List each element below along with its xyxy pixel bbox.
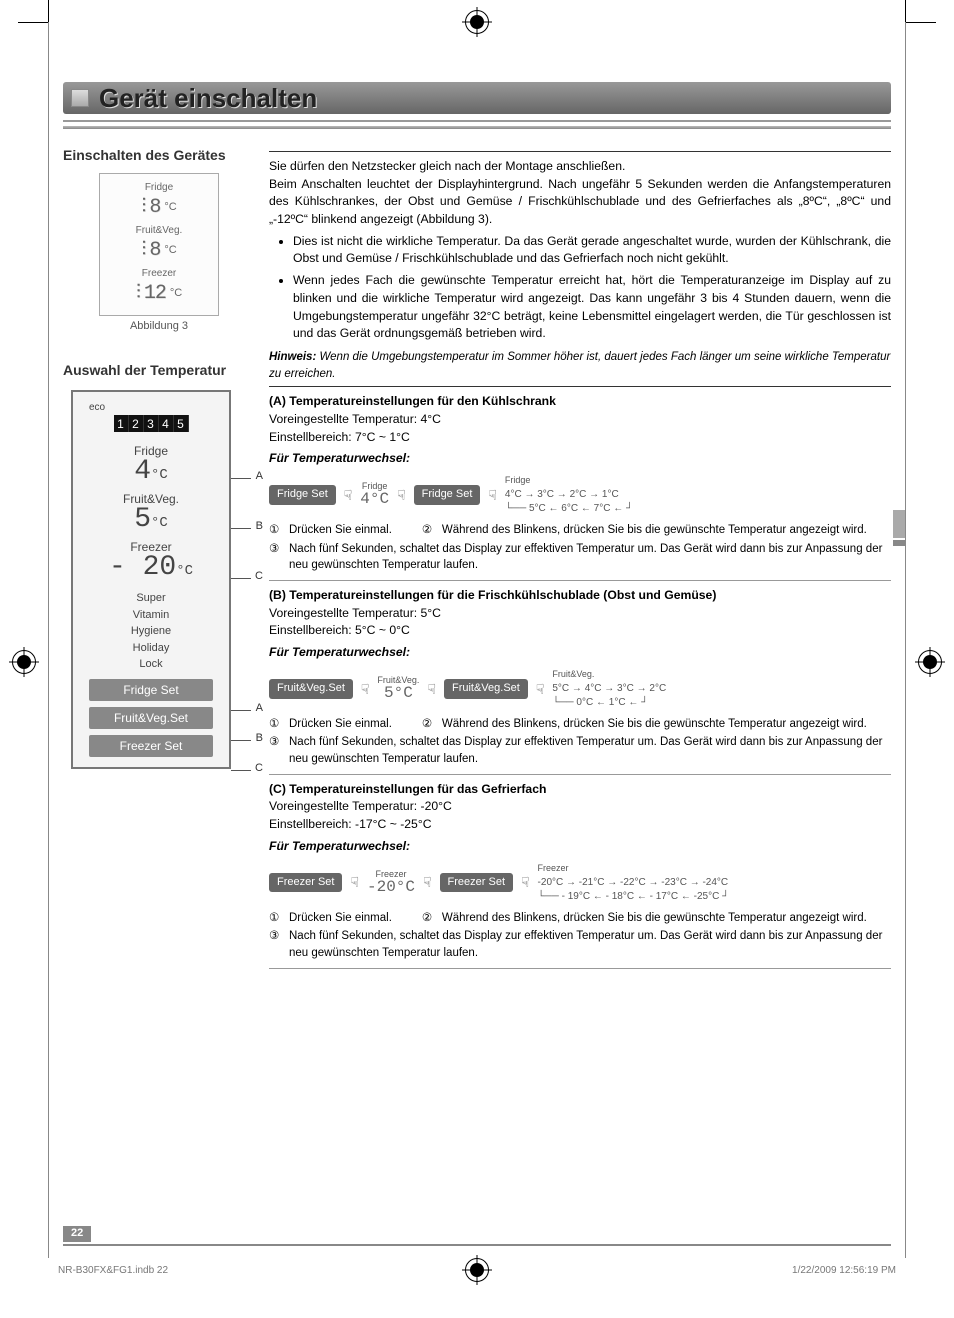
fridge-set-chip[interactable]: Fridge Set	[269, 485, 336, 505]
freezer-set-chip[interactable]: Freezer Set	[269, 873, 342, 893]
hinweis: Hinweis: Wenn die Umgebungstemperatur im…	[269, 349, 891, 382]
section1-heading: Einschalten des Gerätes	[63, 147, 255, 163]
hand-icon: ☟	[344, 485, 353, 505]
hand-icon: ☟	[350, 872, 359, 892]
bullet-list: Dies ist nicht die wirkliche Temperatur.…	[269, 233, 891, 343]
procedure-row-c: Freezer Set ☟ Freezer -20°C ☟ Freezer Se…	[269, 862, 891, 904]
main-content: Sie dürfen den Netzstecker gleich nach d…	[255, 147, 891, 975]
cycle-a: Fridge 4°C → 3°C → 2°C → 1°C └── 5°C ← 6…	[505, 474, 633, 516]
mode-list: Super Vitamin Hygiene Holiday Lock	[79, 590, 223, 673]
procedure-row-b: Fruit&Veg.Set ☟ Fruit&Veg. 5°C ☟ Fruit&V…	[269, 668, 891, 710]
page-title: Gerät einschalten	[99, 83, 317, 114]
seg-icon: ⫶	[141, 195, 145, 219]
footer-timestamp: 1/22/2009 12:56:19 PM	[792, 1265, 896, 1276]
side-tab-icon	[893, 510, 905, 538]
figure3-caption: Abbildung 3	[63, 320, 255, 332]
page-number: 22	[63, 1226, 91, 1242]
sidebar: Einschalten des Gerätes Fridge ⫶8°C Frui…	[63, 147, 255, 975]
eco-label: eco	[89, 402, 223, 413]
freezer-set-button[interactable]: Freezer Set	[89, 735, 213, 757]
section2-heading: Auswahl der Temperatur	[63, 362, 255, 378]
fruitveg-set-chip[interactable]: Fruit&Veg.Set	[269, 679, 353, 699]
mini-display-a: Fridge 4°C	[360, 482, 389, 507]
header-icon	[71, 89, 89, 107]
part-b-title: (B) Temperatureinstellungen für die Fris…	[269, 587, 891, 605]
control-panel: eco 1 2 3 4 5 Fridge 4°C Fruit&Veg. 5°C …	[71, 390, 231, 769]
header-bar: Gerät einschalten	[63, 82, 891, 114]
procedure-row-a: Fridge Set ☟ Fridge 4°C ☟ Fridge Set ☟ F…	[269, 474, 891, 516]
intro-text: Sie dürfen den Netzstecker gleich nach d…	[269, 158, 891, 176]
footer-filename: NR-B30FX&FG1.indb 22	[58, 1265, 168, 1276]
fridge-set-button[interactable]: Fridge Set	[89, 679, 213, 701]
page: Gerät einschalten Einschalten des Geräte…	[48, 22, 906, 1258]
fruitveg-set-button[interactable]: Fruit&Veg.Set	[89, 707, 213, 729]
hand-icon: ☟	[361, 679, 370, 699]
fig3-row-label: Fridge	[104, 182, 214, 193]
figure3-panel: Fridge ⫶8°C Fruit&Veg. ⫶8°C Freezer ⫶12°…	[99, 173, 219, 316]
part-a-title: (A) Temperatureinstellungen für den Kühl…	[269, 393, 891, 411]
day-indicators: 1 2 3 4 5	[114, 415, 189, 432]
part-c-title: (C) Temperatureinstellungen für das Gefr…	[269, 781, 891, 799]
